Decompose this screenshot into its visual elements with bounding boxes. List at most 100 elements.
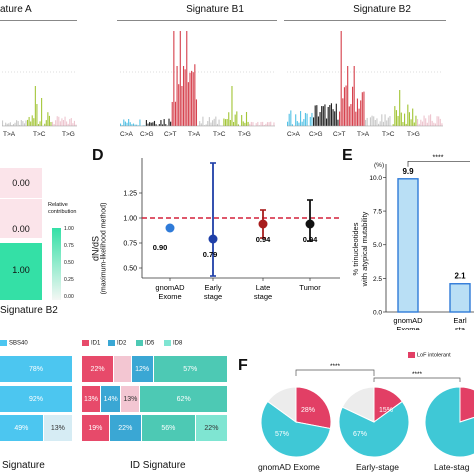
sig-bar (250, 121, 252, 126)
sig-b1-xlabel: T>G (238, 131, 251, 138)
sig-bar (438, 116, 440, 126)
sig-bar (66, 121, 68, 126)
sig-bar (408, 112, 411, 126)
sig-bar (34, 86, 36, 126)
sig-bar (376, 118, 378, 126)
ylabel-line: % trinucleotides (351, 222, 360, 276)
sig-bar (25, 120, 27, 126)
heatmap-value: 1.00 (12, 265, 30, 275)
y-tick-label: 0.75 (123, 241, 137, 248)
x-tick-label: Tumor (299, 283, 321, 292)
panel-letter-f: F (238, 357, 248, 374)
sig-bar (161, 124, 164, 126)
sig-bar (170, 121, 172, 126)
sig-b2-xlabel: T>C (382, 131, 395, 138)
data-point (165, 223, 175, 233)
sig-bar (160, 120, 162, 126)
colorbar (52, 228, 61, 300)
left-xlabel: Signature (2, 460, 45, 471)
sig-bar (255, 123, 257, 126)
stack-seg: 14% (100, 386, 122, 412)
pie-pct-label: 15% (379, 407, 393, 414)
sig-bar (431, 120, 433, 126)
sig-bar (70, 118, 72, 126)
sig-bar (332, 109, 334, 126)
sig-bar (313, 117, 315, 126)
sig-bar (350, 104, 352, 126)
sig-bar (404, 113, 406, 126)
sig-bar (374, 120, 376, 126)
pie-pct-label: 28% (301, 407, 315, 414)
sig-bar (5, 122, 7, 126)
sig-bar (340, 31, 342, 126)
sig-bar (273, 122, 275, 126)
stack-row: 49% 13% (0, 415, 73, 441)
pie-slice (424, 386, 474, 458)
legend-id5: ID5 (136, 340, 154, 347)
sig-bar (64, 116, 66, 126)
value-label: 0.90 (153, 243, 168, 252)
sig-bar (228, 112, 230, 126)
sig-bar (389, 116, 391, 126)
sig-b2-xlabel: T>G (407, 131, 420, 138)
sig-bar (36, 104, 38, 126)
sig-bar (8, 123, 10, 126)
sig-b1-xlabel: C>A (120, 131, 133, 138)
sig-bar (304, 112, 307, 126)
sig-b2-xlabel: T>A (357, 131, 370, 138)
pie-slice (295, 386, 332, 430)
sig-bar (145, 120, 147, 126)
sig-bar (265, 123, 267, 126)
sig-bar (352, 86, 354, 126)
stack-seg: 56% (141, 415, 196, 441)
sig-bar (20, 120, 22, 126)
sig-bar (353, 66, 355, 126)
sig-bar (347, 66, 349, 126)
sig-bar (400, 112, 402, 126)
sig-bar (436, 116, 438, 126)
value-label: 0.94 (256, 235, 271, 244)
sig-bar (339, 111, 341, 126)
sig-bar (236, 111, 238, 126)
sig-bar (139, 119, 141, 126)
sig-bar (290, 110, 292, 126)
stack-seg: 92% (0, 386, 73, 412)
sig-bar (31, 115, 33, 126)
sig-bar (426, 122, 428, 126)
sig-bar (441, 123, 443, 126)
sig-bar (73, 120, 75, 126)
sig-bar (366, 117, 368, 126)
sig-bar (69, 119, 71, 126)
sig-bar (144, 125, 146, 126)
sig-bar (252, 122, 254, 126)
sig-bar (434, 123, 437, 126)
significance-label: **** (330, 363, 341, 370)
x-tick-label: gnomAD (155, 283, 185, 292)
y-tick-label: 0.0 (373, 310, 382, 317)
sig-bar (316, 105, 318, 126)
sig-bar (173, 31, 175, 126)
stack-seg: 12% (131, 356, 154, 382)
sig-bar (392, 124, 394, 126)
stack-row: 78% (0, 356, 73, 382)
sig-bar (321, 106, 323, 126)
sig-bar (75, 124, 77, 126)
sig-bar (387, 117, 389, 126)
sig-bar (394, 106, 396, 126)
sig-bar (355, 111, 357, 126)
sig-bar (361, 92, 363, 126)
y-tick-label: 1.00 (123, 216, 137, 223)
sig-bar (50, 122, 52, 126)
sig-bar (258, 125, 260, 126)
sig-bar (356, 98, 359, 126)
significance-label: **** (412, 371, 423, 378)
pie-charts: 28% 57% 15% 67% **** **** (260, 363, 474, 458)
sig-bar (72, 123, 74, 126)
sig-bar (149, 122, 151, 126)
pie-pct-label: 57% (275, 431, 289, 438)
value-label: 0.94 (303, 235, 318, 244)
value-label: 0.79 (203, 250, 218, 259)
sig-b2-xlabel: C>A (287, 131, 300, 138)
